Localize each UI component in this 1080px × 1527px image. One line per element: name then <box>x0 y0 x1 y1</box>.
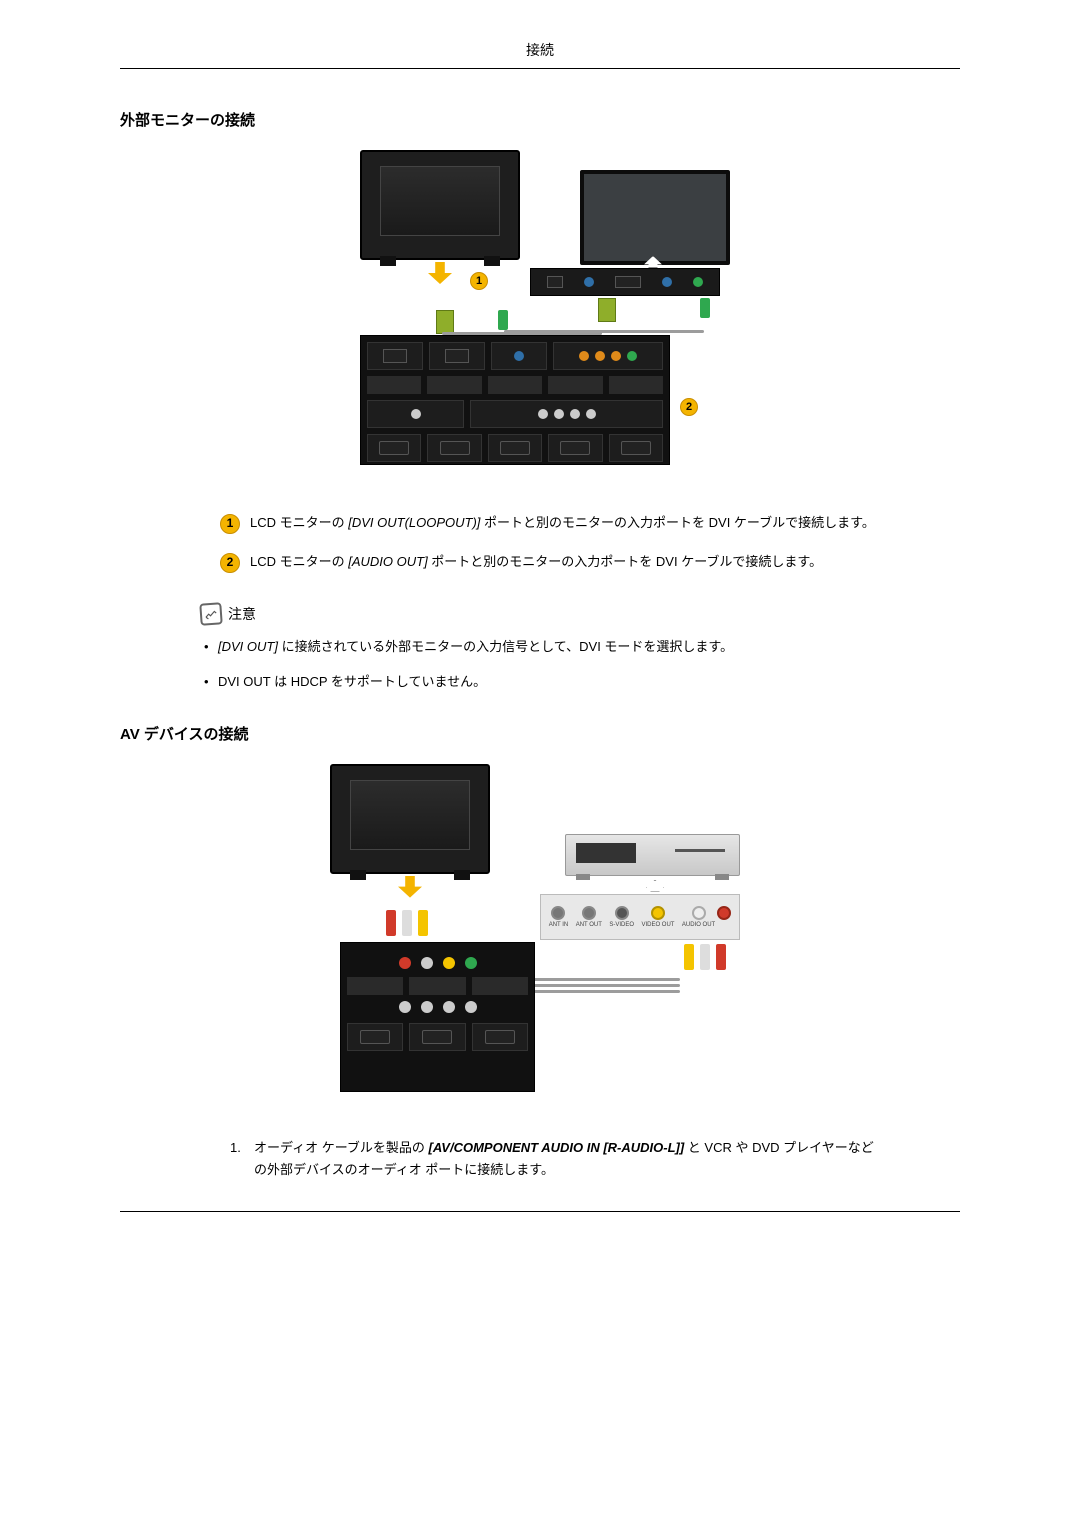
ol-item: 1. オーディオ ケーブルを製品の [AV/COMPONENT AUDIO IN… <box>230 1137 880 1181</box>
av-label: VIDEO OUT <box>641 922 674 928</box>
monitor-brand-label: SAMSUNG <box>332 784 488 794</box>
av-label: AUDIO OUT <box>682 922 715 928</box>
rca-plugs-left <box>386 910 428 936</box>
step-text-pre: LCD モニターの <box>250 554 348 569</box>
arrow-down-icon <box>398 876 422 898</box>
section2-diagram: SAMSUNG ANT IN ANT OUT S-VIDEO VIDEO OUT… <box>120 764 960 1097</box>
section2-heading: AV デバイスの接続 <box>120 723 960 744</box>
rca-red-icon <box>386 910 396 936</box>
ol-text-em: [AV/COMPONENT AUDIO IN [R-AUDIO-L]] <box>429 1140 685 1155</box>
external-monitor-icon <box>580 170 730 265</box>
arrow-down-icon <box>428 262 452 284</box>
step-item: 2 LCD モニターの [AUDIO OUT] ポートと別のモニターの入力ポート… <box>220 552 880 573</box>
dvi-plug-icon <box>598 298 616 322</box>
rca-white-icon <box>402 910 412 936</box>
rca-yellow-icon <box>684 944 694 970</box>
note-bullet: DVI OUT は HDCP をサポートしていません。 <box>200 672 880 693</box>
note-block: 注意 [DVI OUT] に接続されている外部モニターの入力信号として、DVI … <box>200 603 880 693</box>
dvi-plug-icon <box>436 310 454 334</box>
step-text-pre: LCD モニターの <box>250 515 348 530</box>
step-text-em: [DVI OUT(LOOPOUT)] <box>348 515 480 530</box>
rca-plugs-right <box>684 944 726 970</box>
av-label: ANT IN <box>549 922 569 928</box>
rca-white-icon <box>700 944 710 970</box>
ol-text-pre: オーディオ ケーブルを製品の <box>254 1140 429 1155</box>
section2-ordered-list: 1. オーディオ ケーブルを製品の [AV/COMPONENT AUDIO IN… <box>230 1137 880 1181</box>
rca-yellow-icon <box>418 910 428 936</box>
section1-heading: 外部モニターの接続 <box>120 109 960 130</box>
page-header: 接続 <box>120 40 960 69</box>
main-monitor-icon: SAMSUNG <box>360 150 520 260</box>
step-text-em: [AUDIO OUT] <box>348 554 427 569</box>
note-text: DVI OUT は HDCP をサポートしていません。 <box>218 674 486 689</box>
arrow-up-icon <box>646 880 664 892</box>
monitor-rear-panel <box>360 335 670 465</box>
rca-red-icon <box>716 944 726 970</box>
monitor-brand-label: SAMSUNG <box>362 170 518 180</box>
external-port-strip <box>530 268 720 296</box>
section1-steps: 1 LCD モニターの [DVI OUT(LOOPOUT)] ポートと別のモニタ… <box>220 513 880 573</box>
footer-rule <box>120 1211 960 1212</box>
audio-plug-icon <box>498 310 508 330</box>
note-text: に接続されている外部モニターの入力信号として、DVI モードを選択します。 <box>278 639 733 654</box>
vcr-device-icon <box>565 834 740 876</box>
step-text-post: ポートと別のモニターの入力ポートを DVI ケーブルで接続します。 <box>428 554 822 569</box>
step-badge-icon: 1 <box>220 514 240 534</box>
step-text-post: ポートと別のモニターの入力ポートを DVI ケーブルで接続します。 <box>480 515 874 530</box>
ol-number: 1. <box>230 1137 254 1181</box>
vcr-port-strip: ANT IN ANT OUT S-VIDEO VIDEO OUT AUDIO O… <box>540 894 740 940</box>
av-label: S-VIDEO <box>609 922 634 928</box>
note-em: [DVI OUT] <box>218 639 278 654</box>
main-monitor-icon: SAMSUNG <box>330 764 490 874</box>
callout-badge-2: 2 <box>680 398 698 416</box>
audio-plug-icon <box>700 298 710 318</box>
callout-badge-1: 1 <box>470 272 488 290</box>
step-item: 1 LCD モニターの [DVI OUT(LOOPOUT)] ポートと別のモニタ… <box>220 513 880 534</box>
note-bullet: [DVI OUT] に接続されている外部モニターの入力信号として、DVI モード… <box>200 637 880 658</box>
section1-diagram: SAMSUNG 1 <box>120 150 960 473</box>
step-badge-icon: 2 <box>220 553 240 573</box>
hdmi-port-icon <box>379 441 409 455</box>
av-label: ANT OUT <box>576 922 602 928</box>
note-title: 注意 <box>228 604 256 624</box>
note-icon <box>199 602 222 625</box>
monitor-rear-panel <box>340 942 535 1092</box>
